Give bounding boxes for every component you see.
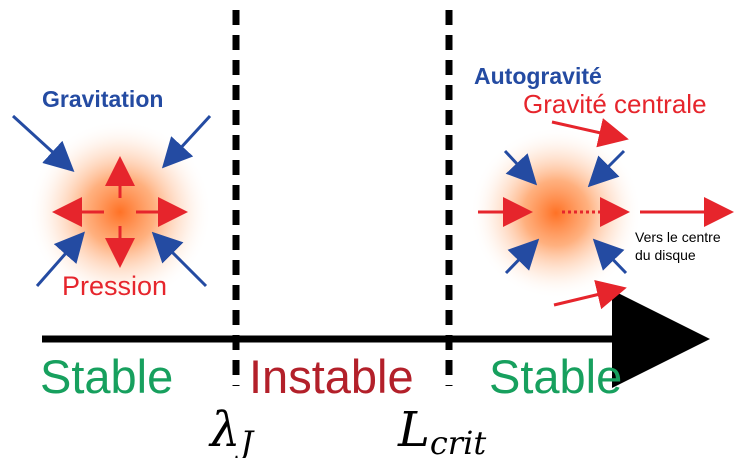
right-central-gravity-label: Gravité centrale [523, 89, 707, 119]
right-central-gravity-arrow-top [551, 118, 629, 148]
right-selfgravity-arrow-bottom-left [504, 238, 540, 275]
left-gravitation-label: Gravitation [42, 86, 163, 112]
right-disk-center-label-line1: Vers le centre [635, 229, 721, 245]
right-disk-center-label-line2: du disque [635, 247, 696, 263]
left-gravity-arrow-bottom-left [35, 231, 85, 287]
right-selfgravity-arrow-bottom-right [592, 238, 628, 275]
left-gravity-arrow-top-left [11, 114, 75, 173]
left-stable-label: Stable [40, 350, 173, 403]
left-pressure-label: Pression [62, 271, 167, 301]
critical-symbol: L [397, 402, 430, 458]
right-central-gravity-arrow-bottom [553, 279, 627, 310]
jeans-subscript: J [234, 424, 255, 458]
right-selfgravity-arrow-top-right [587, 149, 626, 188]
critical-subscript: crit [430, 424, 486, 458]
right-stable-label: Stable [489, 350, 622, 403]
left-gravity-arrow-top-right [161, 114, 212, 169]
critical-threshold-label: Lcrit [397, 402, 486, 458]
jeans-threshold-label: λJ [208, 402, 255, 458]
right-selfgravity-label: Autogravité [474, 63, 602, 89]
middle-instable-label: Instable [249, 350, 414, 403]
jeans-symbol: λ [208, 402, 240, 458]
left-gravity-arrow-bottom-right [151, 231, 208, 288]
right-selfgravity-arrow-top-left [503, 149, 538, 186]
